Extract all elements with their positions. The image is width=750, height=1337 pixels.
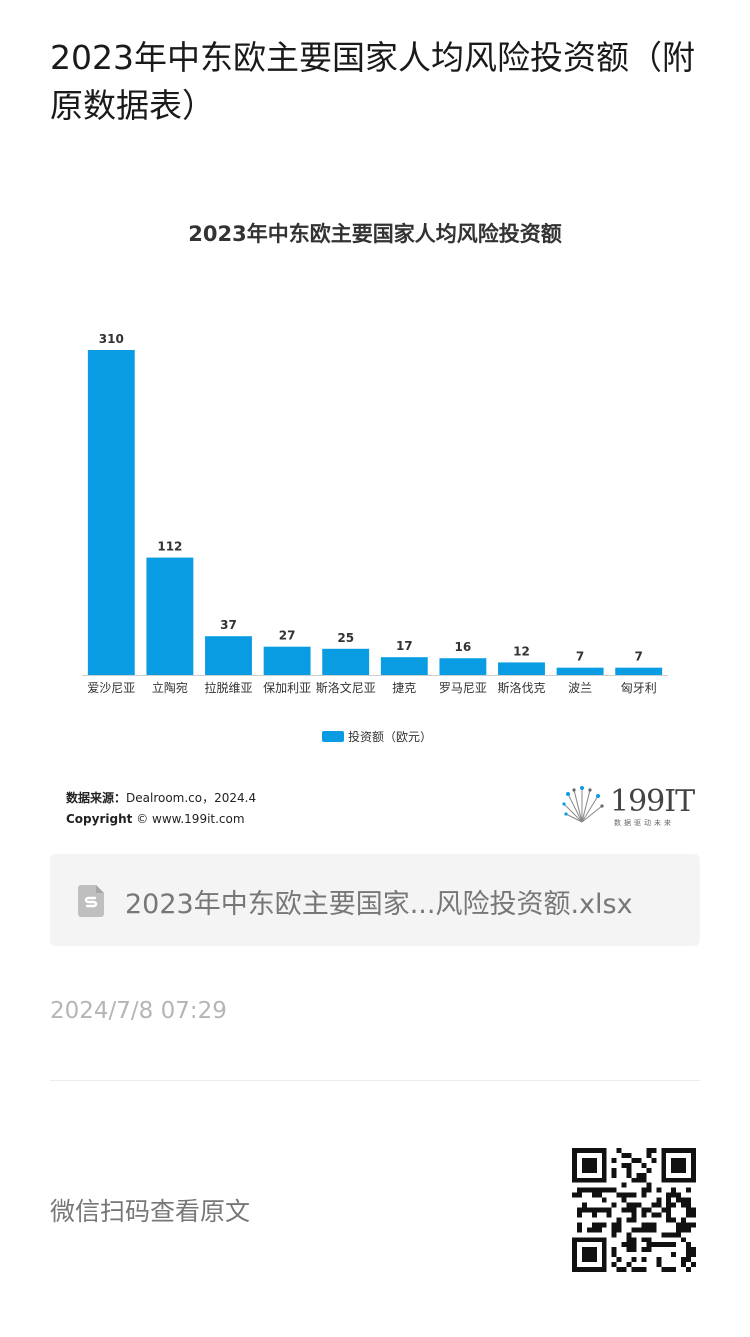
bar-波兰 bbox=[556, 667, 604, 675]
bar-value-label: 112 bbox=[157, 540, 182, 554]
bar-立陶宛 bbox=[146, 557, 194, 675]
bar-拉脱维亚 bbox=[205, 636, 252, 675]
x-tick-label: 立陶宛 bbox=[152, 680, 188, 695]
legend-swatch bbox=[322, 731, 344, 742]
bar-保加利亚 bbox=[263, 646, 311, 675]
qr-code-icon[interactable] bbox=[572, 1148, 696, 1272]
bar-value-label: 25 bbox=[337, 631, 354, 645]
source-label: 数据来源： bbox=[66, 791, 127, 805]
article-title: 2023年中东欧主要国家人均风险投资额（附原数据表） bbox=[50, 38, 695, 125]
x-tick-label: 匈牙利 bbox=[621, 681, 657, 695]
x-tick-label: 罗马尼亚 bbox=[439, 681, 487, 695]
publish-timestamp: 2024/7/8 07:29 bbox=[50, 998, 227, 1024]
source-note: 数据来源：Dealroom.co，2024.4 Copyright © www.… bbox=[66, 788, 256, 830]
attachment-file-name[interactable]: 2023年中东欧主要国家...风险投资额.xlsx bbox=[125, 889, 633, 920]
bar-匈牙利 bbox=[615, 667, 663, 675]
source-text: Dealroom.co，2024.4 bbox=[126, 791, 257, 805]
bar-value-label: 17 bbox=[396, 639, 413, 653]
x-tick-label: 捷克 bbox=[392, 681, 416, 695]
bar-罗马尼亚 bbox=[439, 658, 487, 675]
bar-value-label: 310 bbox=[99, 332, 124, 346]
dandelion-logo-icon bbox=[562, 786, 604, 823]
bar-value-label: 27 bbox=[279, 629, 296, 643]
x-tick-label: 波兰 bbox=[568, 681, 592, 695]
brand-name: 199IT bbox=[610, 784, 695, 819]
bar-爱沙尼亚 bbox=[87, 350, 135, 675]
copyright-label: Copyright bbox=[66, 812, 133, 826]
copyright-text: © www.199it.com bbox=[136, 812, 245, 826]
bar-value-label: 16 bbox=[455, 640, 472, 654]
qr-caption: 微信扫码查看原文 bbox=[50, 1197, 251, 1226]
bar-捷克 bbox=[380, 657, 428, 675]
bar-value-label: 37 bbox=[220, 618, 237, 632]
chart-title: 2023年中东欧主要国家人均风险投资额 bbox=[188, 222, 562, 246]
divider bbox=[50, 1080, 700, 1081]
bar-value-label: 7 bbox=[576, 650, 584, 664]
brand-logo: 199IT 数据驱动未来 bbox=[558, 782, 698, 832]
chart-image: 2023年中东欧主要国家人均风险投资额 310 爱沙尼亚 112 立陶宛 37 拉脱维亚 2… bbox=[50, 200, 700, 840]
brand-tagline: 数据驱动未来 bbox=[614, 819, 674, 827]
x-tick-label: 爱沙尼亚 bbox=[87, 681, 135, 695]
bar-斯洛文尼亚 bbox=[322, 648, 370, 675]
bar-chart: 310 爱沙尼亚 112 立陶宛 37 拉脱维亚 27 保加利亚 25 斯洛文尼亚 17 捷克 16 罗马… bbox=[82, 332, 668, 744]
x-tick-label: 保加利亚 bbox=[263, 681, 311, 695]
bar-value-label: 7 bbox=[635, 650, 643, 664]
spreadsheet-file-icon bbox=[78, 885, 104, 917]
bar-value-label: 12 bbox=[513, 644, 530, 658]
legend-label: 投资额（欧元） bbox=[348, 729, 432, 744]
x-tick-label: 斯洛文尼亚 bbox=[316, 680, 376, 695]
x-tick-label: 斯洛伐克 bbox=[497, 680, 545, 695]
attachment-card[interactable]: 2023年中东欧主要国家...风险投资额.xlsx bbox=[50, 854, 700, 946]
x-tick-label: 拉脱维亚 bbox=[204, 680, 252, 695]
bar-斯洛伐克 bbox=[498, 662, 545, 675]
